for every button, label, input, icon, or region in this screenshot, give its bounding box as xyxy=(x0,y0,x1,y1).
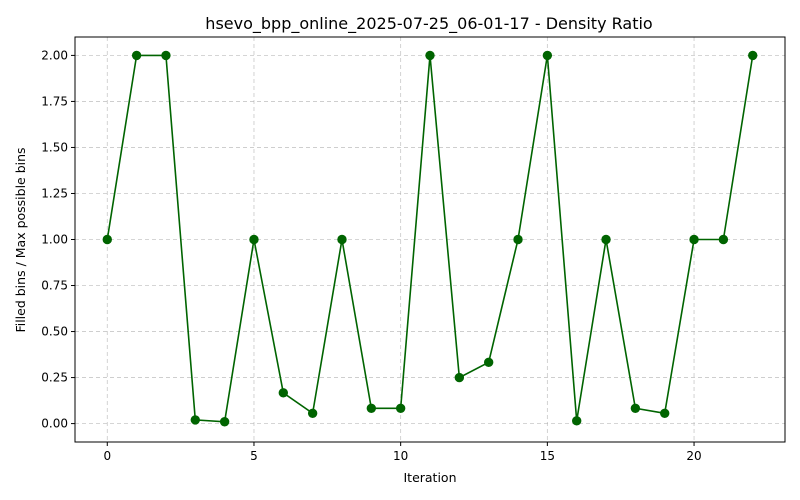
data-point xyxy=(131,50,142,61)
y-tick-label: 1.25 xyxy=(41,186,68,200)
data-point xyxy=(425,50,435,61)
x-tick-label: 10 xyxy=(393,449,408,463)
y-tick-label: 0.00 xyxy=(41,417,68,431)
x-tick-label: 15 xyxy=(540,449,555,463)
data-point xyxy=(337,234,347,245)
data-point xyxy=(454,372,465,383)
data-point xyxy=(219,417,230,427)
data-point xyxy=(249,234,259,245)
data-point xyxy=(689,234,699,245)
x-tick-label: 5 xyxy=(250,449,258,463)
data-point xyxy=(601,234,611,245)
x-axis-ticks: 0 5 10 15 20 xyxy=(103,442,702,463)
series-layer xyxy=(102,50,758,427)
x-tick-label: 0 xyxy=(103,449,111,463)
data-point xyxy=(307,408,318,418)
data-point xyxy=(161,50,171,61)
y-tick-label: 0.75 xyxy=(41,279,68,293)
x-tick-label: 20 xyxy=(686,449,701,463)
y-tick-label: 0.25 xyxy=(41,371,68,385)
y-tick-label: 0.50 xyxy=(41,325,68,339)
data-point xyxy=(542,50,553,61)
data-point xyxy=(630,403,641,414)
y-axis-ticks: 0.00 0.25 0.50 0.75 1.00 1.25 1.50 1.75 2.00 xyxy=(41,48,75,431)
y-tick-label: 1.75 xyxy=(41,94,68,108)
data-point xyxy=(513,234,523,245)
data-point xyxy=(718,234,729,245)
data-point xyxy=(366,403,377,414)
x-axis-label: Iteration xyxy=(403,470,456,485)
grid-layer xyxy=(75,37,785,442)
data-point xyxy=(278,388,289,398)
series-line xyxy=(106,54,754,423)
data-point xyxy=(571,416,582,426)
data-point xyxy=(395,403,406,414)
chart-title: hsevo_bpp_online_2025-07-25_06-01-17 - D… xyxy=(205,14,652,34)
data-point xyxy=(190,415,200,425)
y-tick-label: 1.50 xyxy=(41,140,68,154)
data-point xyxy=(483,357,494,367)
data-point xyxy=(748,50,758,61)
data-point xyxy=(102,234,112,245)
y-tick-label: 1.00 xyxy=(41,233,68,247)
data-point xyxy=(660,408,670,418)
y-tick-label: 2.00 xyxy=(41,48,68,62)
y-axis-label: Filled bins / Max possible bins xyxy=(13,147,28,332)
